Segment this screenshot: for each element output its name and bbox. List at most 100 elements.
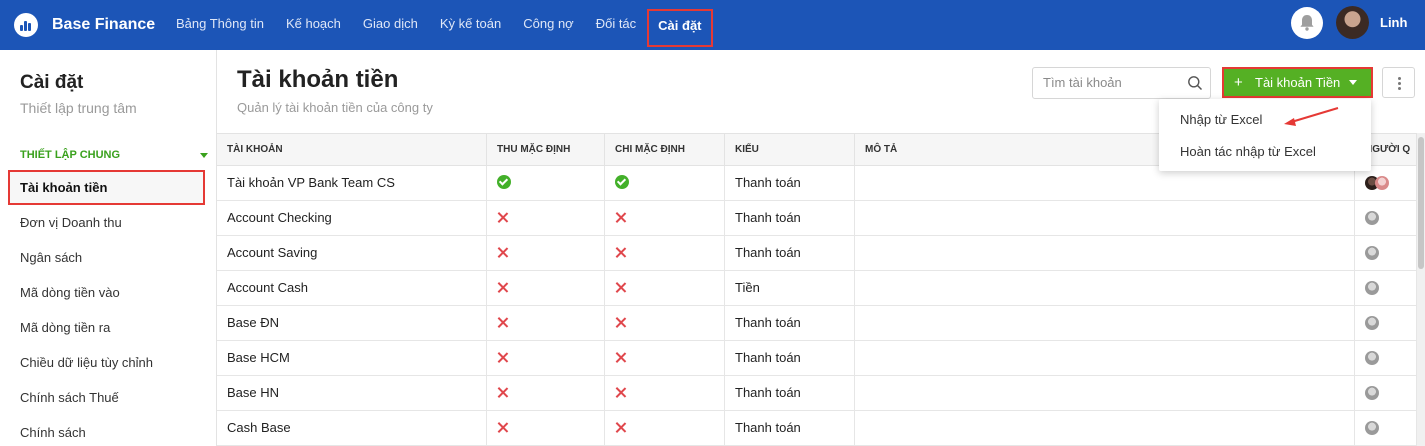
cross-icon <box>615 247 627 259</box>
col-header-manager[interactable]: NGƯỜI Q <box>1355 134 1417 165</box>
cell-account[interactable]: Account Checking <box>217 201 487 235</box>
table-row[interactable]: Tài khoản VP Bank Team CS Thanh toán <box>217 166 1417 201</box>
page-title: Tài khoản tiền <box>237 66 399 93</box>
cell-description <box>855 306 1355 340</box>
cross-icon <box>497 387 509 399</box>
cell-account[interactable]: Base HCM <box>217 341 487 375</box>
cell-account[interactable]: Base HN <box>217 376 487 410</box>
cell-default-income <box>487 411 605 445</box>
table-row[interactable]: Base ĐN Thanh toán <box>217 306 1417 341</box>
sidebar-item-custom-dimensions[interactable]: Chiều dữ liệu tùy chỉnh <box>20 355 154 370</box>
cash-accounts-table: TÀI KHOẢN THU MẶC ĐỊNH CHI MẶC ĐỊNH KIỂU… <box>217 133 1417 446</box>
add-cash-account-button[interactable]: + Tài khoản Tiền <box>1224 69 1371 96</box>
cell-manager[interactable] <box>1355 271 1417 305</box>
cell-description <box>855 271 1355 305</box>
cell-default-expense <box>605 271 725 305</box>
menu-item-import-excel[interactable]: Nhập từ Excel <box>1180 112 1263 127</box>
manager-avatar <box>1365 351 1379 365</box>
app-name: Base Finance <box>52 16 156 33</box>
nav-item-dashboard[interactable]: Bảng Thông tin <box>176 16 264 31</box>
vertical-scrollbar[interactable] <box>1417 133 1425 446</box>
settings-sidebar: Cài đặt Thiết lập trung tâm THIẾT LẬP CH… <box>0 50 217 446</box>
search-icon[interactable] <box>1187 75 1203 91</box>
col-header-default-expense[interactable]: CHI MẶC ĐỊNH <box>605 134 725 165</box>
cell-account[interactable]: Base ĐN <box>217 306 487 340</box>
cell-default-income <box>487 271 605 305</box>
sidebar-item-cash-out-codes[interactable]: Mã dòng tiền ra <box>20 320 111 335</box>
cell-manager[interactable] <box>1355 411 1417 445</box>
sidebar-item-tax-policy[interactable]: Chính sách Thuế <box>20 390 119 405</box>
nav-item-debts[interactable]: Công nợ <box>523 16 574 31</box>
cell-default-expense <box>605 376 725 410</box>
search-input[interactable] <box>1043 75 1183 90</box>
sidebar-item-cash-accounts[interactable]: Tài khoản tiền <box>8 170 205 205</box>
page-subtitle: Quản lý tài khoản tiền của công ty <box>237 100 433 115</box>
user-avatar[interactable] <box>1336 6 1369 39</box>
manager-avatar <box>1365 281 1379 295</box>
cell-manager[interactable] <box>1355 341 1417 375</box>
cell-account[interactable]: Account Saving <box>217 236 487 270</box>
cell-description <box>855 341 1355 375</box>
user-name[interactable]: Linh <box>1380 15 1408 30</box>
sidebar-item-policy[interactable]: Chính sách <box>20 425 86 440</box>
manager-avatar <box>1365 421 1379 435</box>
nav-item-partners[interactable]: Đối tác <box>595 16 637 31</box>
sidebar-section-general[interactable]: THIẾT LẬP CHUNG <box>20 149 208 161</box>
cross-icon <box>497 247 509 259</box>
table-row[interactable]: Account Checking Thanh toán <box>217 201 1417 236</box>
table-row[interactable]: Base HN Thanh toán <box>217 376 1417 411</box>
cross-icon <box>615 282 627 294</box>
col-header-account[interactable]: TÀI KHOẢN <box>217 134 487 165</box>
sidebar-item-budget[interactable]: Ngân sách <box>20 250 83 265</box>
cell-type: Thanh toán <box>725 166 855 200</box>
cell-description <box>855 411 1355 445</box>
cell-type: Thanh toán <box>725 201 855 235</box>
cell-manager[interactable] <box>1355 306 1417 340</box>
menu-item-undo-import-excel[interactable]: Hoàn tác nhập từ Excel <box>1180 144 1316 159</box>
cell-default-expense <box>605 166 725 200</box>
manager-avatar <box>1365 386 1379 400</box>
cell-default-expense <box>605 236 725 270</box>
cell-manager[interactable] <box>1355 376 1417 410</box>
more-options-button[interactable] <box>1382 67 1415 98</box>
table-row[interactable]: Cash Base Thanh toán <box>217 411 1417 446</box>
notifications-button[interactable] <box>1291 7 1323 39</box>
nav-item-periods[interactable]: Kỳ kế toán <box>439 16 502 31</box>
sidebar-item-revenue-units[interactable]: Đơn vị Doanh thu <box>20 215 122 230</box>
table-row[interactable]: Base HCM Thanh toán <box>217 341 1417 376</box>
cell-default-expense <box>605 201 725 235</box>
cell-manager[interactable] <box>1355 201 1417 235</box>
cell-account[interactable]: Tài khoản VP Bank Team CS <box>217 166 487 200</box>
col-header-default-income[interactable]: THU MẶC ĐỊNH <box>487 134 605 165</box>
cell-default-income <box>487 341 605 375</box>
cross-icon <box>497 282 509 294</box>
cell-default-income <box>487 376 605 410</box>
main-nav: Bảng Thông tin Kế hoạch Giao dịch Kỳ kế … <box>165 0 713 50</box>
cross-icon <box>615 387 627 399</box>
base-logo-icon <box>14 13 38 37</box>
sidebar-menu: Tài khoản tiền Đơn vị Doanh thu Ngân sác… <box>0 170 216 446</box>
cell-type: Thanh toán <box>725 236 855 270</box>
table-row[interactable]: Account Cash Tiền <box>217 271 1417 306</box>
nav-item-plan[interactable]: Kế hoạch <box>285 16 341 31</box>
cell-manager[interactable] <box>1355 236 1417 270</box>
brand[interactable]: Base Finance <box>14 11 155 39</box>
sidebar-item-cash-in-codes[interactable]: Mã dòng tiền vào <box>20 285 120 300</box>
add-button-highlight <box>1222 67 1373 98</box>
cell-description <box>855 166 1355 200</box>
table-row[interactable]: Account Saving Thanh toán <box>217 236 1417 271</box>
cell-account[interactable]: Cash Base <box>217 411 487 445</box>
cross-icon <box>615 317 627 329</box>
add-dropdown-menu: Nhập từ Excel Hoàn tác nhập từ Excel <box>1159 99 1371 171</box>
nav-item-settings[interactable]: Cài đặt <box>647 9 713 47</box>
col-header-type[interactable]: KIỂU <box>725 134 855 165</box>
cell-account[interactable]: Account Cash <box>217 271 487 305</box>
top-navbar: Base Finance Bảng Thông tin Kế hoạch Gia… <box>0 0 1425 50</box>
sidebar-subtitle: Thiết lập trung tâm <box>20 100 137 116</box>
cross-icon <box>497 212 509 224</box>
bell-icon <box>1300 15 1314 31</box>
cell-description <box>855 201 1355 235</box>
cross-icon <box>497 317 509 329</box>
nav-item-transactions[interactable]: Giao dịch <box>362 16 418 31</box>
cell-manager[interactable] <box>1355 166 1417 200</box>
